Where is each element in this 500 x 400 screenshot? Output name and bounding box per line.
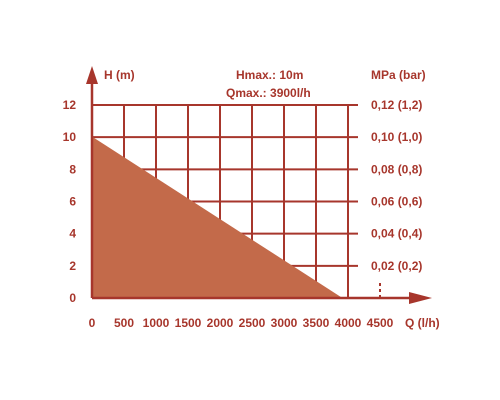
x-tick-label: 1500 [175,316,202,330]
x-axis-label: Q (l/h) [405,316,440,330]
x-tick-label: 2500 [239,316,266,330]
qmax-annotation: Qmax.: 3900l/h [226,86,311,100]
performance-line [91,136,342,299]
y-tick-right-label: 0,10 (1,0) [371,130,422,144]
y-axis-arrow [86,66,98,84]
y-tick-left-label: 12 [63,98,77,112]
y-tick-right-label: 0,04 (0,4) [371,227,422,241]
x-tick-label: 4500 [367,316,394,330]
performance-area [91,136,342,299]
y-tick-left-label: 4 [69,227,76,241]
x-tick-label: 4000 [335,316,362,330]
y-tick-right-label: 0,08 (0,8) [371,162,422,176]
x-tick-label: 2000 [207,316,234,330]
y-tick-left-label: 0 [69,291,76,305]
y-tick-left-label: 6 [69,195,76,209]
grid [92,104,381,298]
x-axis-arrow [409,292,432,304]
x-tick-label: 3000 [271,316,298,330]
hmax-annotation: Hmax.: 10m [236,68,303,82]
y-axis-left-label: H (m) [104,68,135,82]
y-tick-right-label: 0,02 (0,2) [371,259,422,273]
x-tick-label: 3500 [303,316,330,330]
y-tick-right-label: 0,06 (0,6) [371,195,422,209]
tick-labels: 0 2 4 6 8 10 12 0,02 (0,2) 0,04 (0,4) 0,06 (0,6) 0… [63,98,423,330]
y-axis-right-label: MPa (bar) [371,68,426,82]
x-tick-label: 500 [114,316,134,330]
y-tick-left-label: 10 [63,130,77,144]
x-tick-label: 0 [89,316,96,330]
y-tick-left-label: 2 [69,259,76,273]
axes [86,66,432,304]
y-tick-right-label: 0,12 (1,2) [371,98,422,112]
x-tick-label: 1000 [143,316,170,330]
y-tick-left-label: 8 [69,162,76,176]
